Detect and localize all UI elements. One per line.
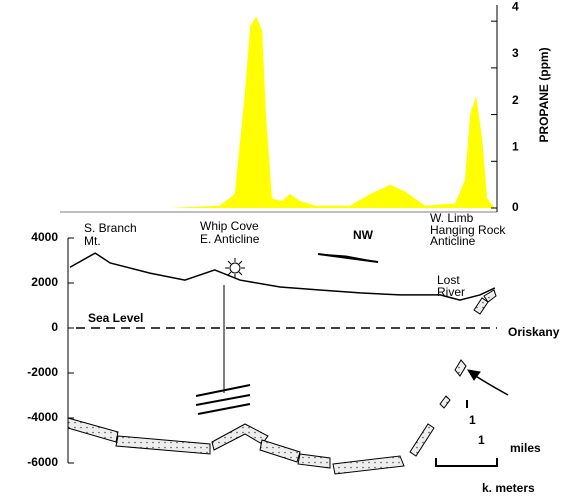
y-tick-label: 4 (512, 0, 519, 13)
y-tick-label: -4000 (27, 410, 58, 424)
fault-marks (196, 385, 250, 414)
y-tick-label: -6000 (27, 455, 58, 469)
y-tick-label: 1 (512, 139, 519, 153)
label: Anticline (430, 234, 476, 248)
label: NW (353, 228, 374, 242)
surface-line (70, 253, 495, 300)
label: Whip Cove (200, 219, 259, 233)
y-axis-title: PROPANE (ppm) (537, 47, 551, 142)
label: k. meters (482, 481, 535, 495)
label: 1 (469, 413, 476, 427)
label: Oriskany (508, 325, 560, 339)
y-tick-label: 4000 (31, 230, 58, 244)
well-symbol (230, 263, 240, 273)
label: S. Branch (84, 221, 137, 235)
label: Mt. (84, 234, 101, 248)
label: miles (510, 441, 541, 455)
figure: 0 1 2 3 4 PROPANE (ppm) 4000 2000 0 -2000 -4000 -60… (0, 0, 583, 501)
y-tick-label: -2000 (27, 365, 58, 379)
label: River (437, 285, 465, 299)
label: 1 (478, 433, 485, 447)
y-tick-label: 0 (512, 200, 519, 214)
y-tick-label: 2000 (31, 275, 58, 289)
y-tick-label: 3 (512, 46, 519, 60)
label: E. Anticline (200, 232, 260, 246)
propane-area (170, 17, 495, 208)
y-tick-label: 2 (512, 93, 519, 107)
y-tick-label: 0 (51, 320, 58, 334)
label: Sea Level (88, 311, 143, 325)
